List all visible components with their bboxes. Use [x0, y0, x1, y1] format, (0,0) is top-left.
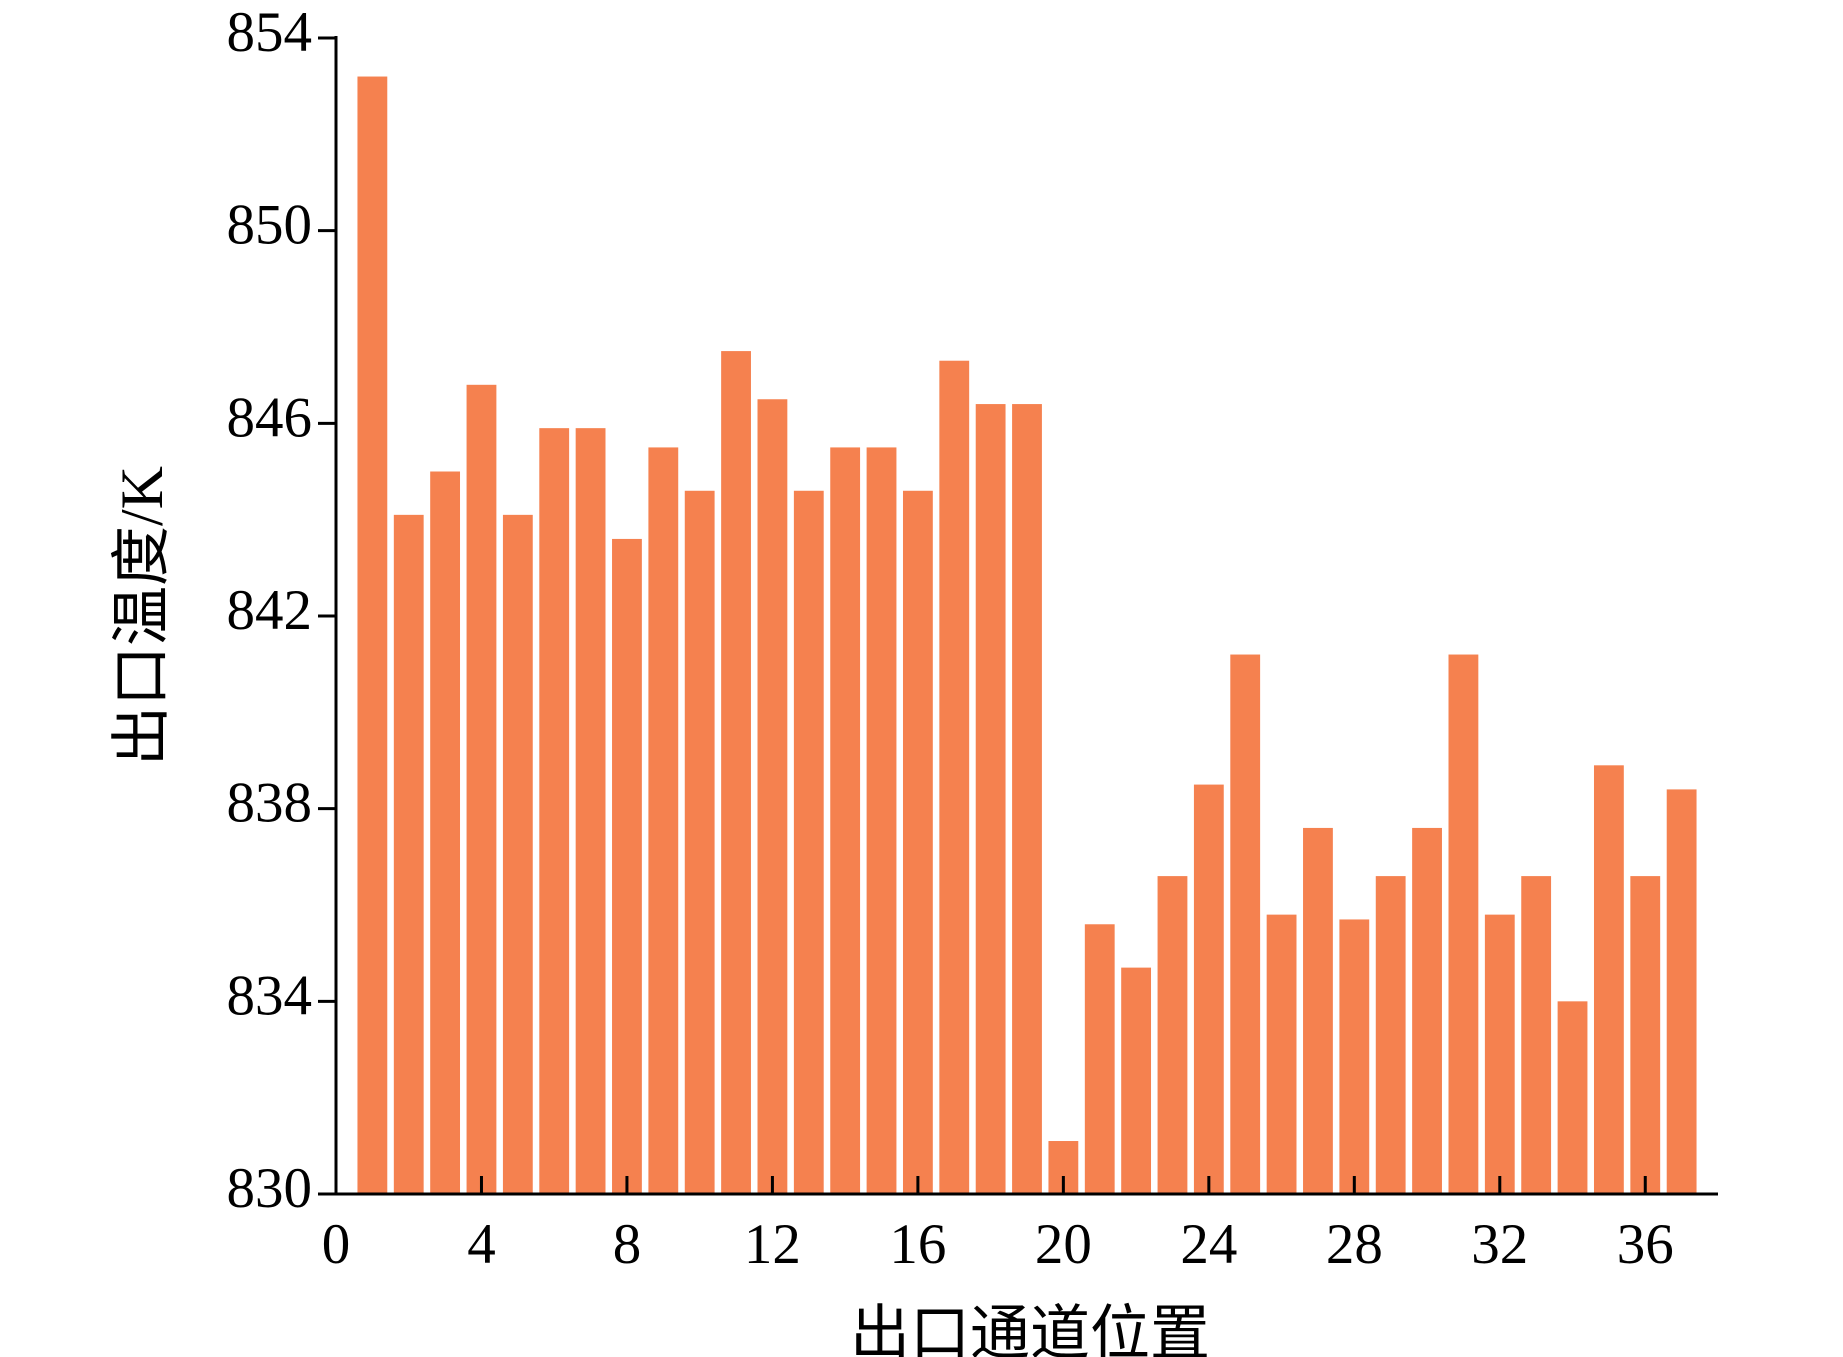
bar: [612, 538, 642, 1194]
bar: [1593, 765, 1624, 1194]
x-tick-label: 16: [889, 1213, 946, 1276]
y-tick-label: 846: [227, 386, 313, 449]
x-tick-label: 28: [1326, 1213, 1383, 1276]
bar: [1012, 404, 1042, 1195]
bar: [793, 490, 824, 1194]
bar: [902, 490, 933, 1194]
bar: [939, 360, 970, 1194]
y-tick-label: 834: [227, 964, 313, 1027]
bar: [575, 428, 606, 1194]
bar: [975, 404, 1006, 1195]
bar: [430, 471, 461, 1194]
y-tick-label: 850: [227, 194, 313, 257]
x-tick-label: 8: [613, 1213, 642, 1276]
bar: [1666, 789, 1697, 1194]
bar: [1084, 924, 1115, 1194]
bar: [1375, 876, 1406, 1194]
x-axis-title: 出口通道位置: [850, 1301, 1210, 1357]
bar: [1157, 876, 1188, 1194]
x-tick-label: 36: [1617, 1213, 1674, 1276]
bar: [1484, 914, 1515, 1194]
bar: [1557, 1001, 1588, 1194]
x-tick-label: 20: [1035, 1213, 1092, 1276]
x-tick-label: 32: [1471, 1213, 1528, 1276]
bar: [1448, 654, 1479, 1194]
bar: [684, 490, 715, 1194]
y-tick-label: 842: [227, 579, 313, 642]
bar: [1230, 654, 1261, 1194]
bar: [1630, 876, 1661, 1194]
bar: [757, 399, 788, 1194]
bar: [539, 428, 570, 1194]
bar: [357, 76, 388, 1195]
bar: [1303, 827, 1333, 1194]
bar: [1193, 784, 1224, 1194]
bar: [866, 447, 897, 1195]
y-axis-title: 出口温度/K: [109, 466, 175, 766]
y-tick-label: 854: [227, 1, 313, 64]
bar: [466, 384, 497, 1194]
x-tick-label: 12: [744, 1213, 801, 1276]
x-tick-label: 0: [322, 1213, 351, 1276]
bar: [1266, 914, 1297, 1194]
bar: [1521, 876, 1552, 1194]
bar: [648, 447, 679, 1195]
bar: [721, 351, 751, 1194]
y-tick-label: 830: [227, 1157, 313, 1220]
x-tick-label: 24: [1180, 1213, 1237, 1276]
bar: [393, 514, 424, 1194]
bar: [502, 514, 533, 1194]
bar: [1412, 827, 1442, 1194]
bar: [1339, 919, 1370, 1194]
bar: [830, 447, 861, 1195]
bar: [1121, 967, 1152, 1194]
y-tick-label: 838: [227, 772, 313, 835]
x-tick-label: 4: [467, 1213, 496, 1276]
